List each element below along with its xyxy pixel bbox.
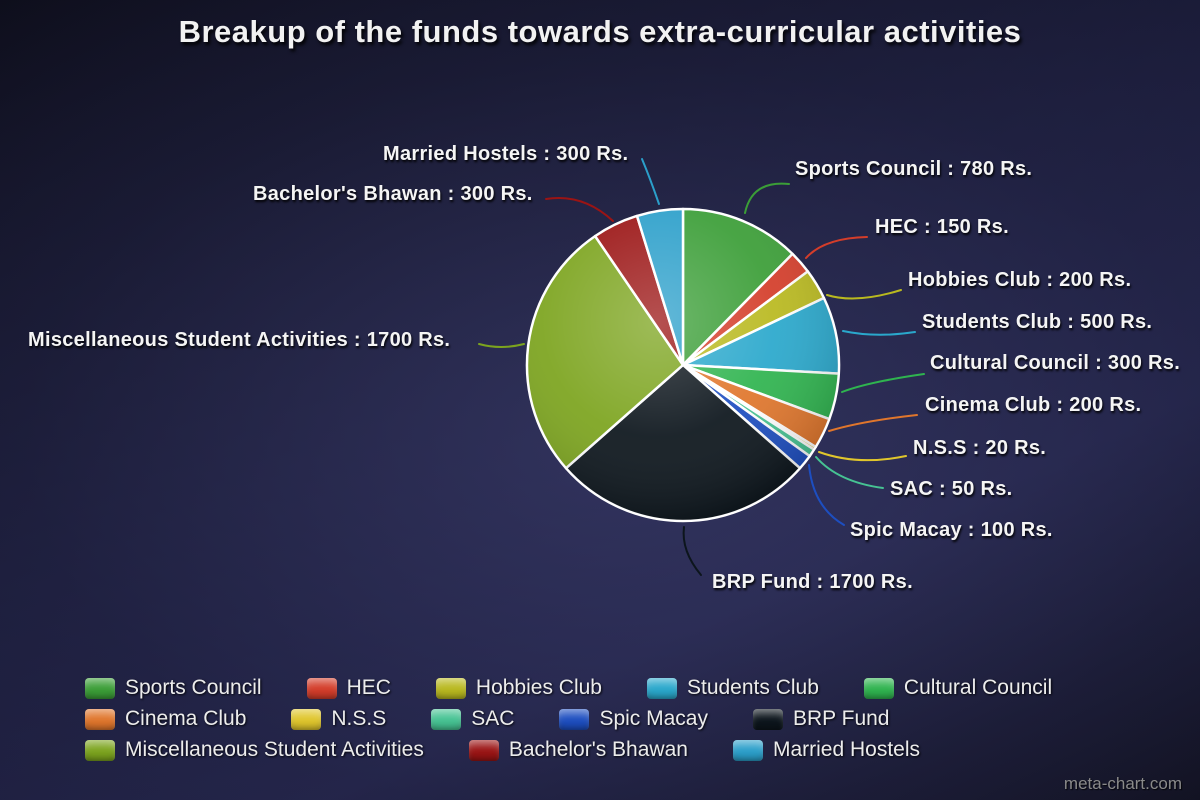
legend-swatch-hobbies-club xyxy=(435,677,466,699)
leader-line-sports-council xyxy=(744,182,790,214)
legend-label: Cultural Council xyxy=(903,676,1053,699)
legend-label: HEC xyxy=(346,676,391,699)
legend-label: Spic Macay xyxy=(599,707,708,730)
legend-swatch-sports-council xyxy=(85,677,115,699)
legend-label: SAC xyxy=(471,707,515,730)
slice-label-sac: SAC : 50 Rs. xyxy=(890,478,1013,500)
legend-label: Students Club xyxy=(686,676,819,699)
leader-line-cinema-club xyxy=(828,414,918,432)
chart-title: Breakup of the funds towards extra-curri… xyxy=(178,14,1022,49)
legend-item-n-s-s: N.S.S xyxy=(291,707,386,731)
legend-swatch-spic-macay xyxy=(559,708,590,730)
leader-line-hobbies-club xyxy=(826,289,902,300)
legend-item-cultural-council: Cultural Council xyxy=(863,676,1053,700)
slice-label-sports-council: Sports Council : 780 Rs. xyxy=(795,158,1033,180)
legend-swatch-married-hostels xyxy=(732,739,763,761)
legend-label: Cinema Club xyxy=(125,707,247,730)
legend-item-bachelor-s-bhawan: Bachelor's Bhawan xyxy=(468,738,688,762)
slice-label-n-s-s: N.S.S : 20 Rs. xyxy=(913,437,1047,459)
leader-line-sac xyxy=(815,456,884,489)
slice-label-hec: HEC : 150 Rs. xyxy=(875,216,1009,238)
legend-item-sac: SAC xyxy=(431,707,514,731)
legend-label: Sports Council xyxy=(125,676,262,699)
legend-item-brp-fund: BRP Fund xyxy=(752,707,890,731)
leader-line-cultural-council xyxy=(841,373,925,393)
leader-line-hec xyxy=(805,236,868,259)
legend-label: BRP Fund xyxy=(792,707,890,730)
slice-label-bachelor-s-bhawan: Bachelor's Bhawan : 300 Rs. xyxy=(253,183,533,205)
legend-row: Miscellaneous Student Activities Bachelor… xyxy=(85,738,1175,762)
leader-line-spic-macay xyxy=(808,464,845,526)
legend-item-hobbies-club: Hobbies Club xyxy=(435,676,602,700)
legend-swatch-brp-fund xyxy=(752,708,783,730)
legend-swatch-sac xyxy=(431,708,462,730)
legend-swatch-cultural-council xyxy=(863,677,894,699)
leader-line-miscellaneous-student-activities xyxy=(478,343,525,348)
leader-line-brp-fund xyxy=(682,526,702,576)
legend-swatch-students-club xyxy=(646,677,677,699)
legend-label: Hobbies Club xyxy=(475,676,602,699)
slice-label-cultural-council: Cultural Council : 300 Rs. xyxy=(930,352,1181,374)
legend-swatch-hec xyxy=(306,677,337,699)
legend-swatch-bachelor-s-bhawan xyxy=(468,739,499,761)
legend-swatch-cinema-club xyxy=(85,708,115,730)
slice-label-married-hostels: Married Hostels : 300 Rs. xyxy=(383,143,629,165)
watermark: meta-chart.com xyxy=(1063,774,1182,793)
legend-swatch-n-s-s xyxy=(291,708,322,730)
slice-label-brp-fund: BRP Fund : 1700 Rs. xyxy=(712,571,913,593)
slice-label-students-club: Students Club : 500 Rs. xyxy=(922,311,1153,333)
legend-swatch-miscellaneous-student-activities xyxy=(85,739,115,761)
leader-line-n-s-s xyxy=(818,451,907,462)
legend-item-miscellaneous-student-activities: Miscellaneous Student Activities xyxy=(85,738,424,762)
slice-label-miscellaneous-student-activities: Miscellaneous Student Activities : 1700 … xyxy=(28,329,451,351)
legend-row: Sports Council HEC Hobbies Club Students Cl… xyxy=(85,676,1175,700)
slice-label-cinema-club: Cinema Club : 200 Rs. xyxy=(925,394,1142,416)
leader-line-bachelor-s-bhawan xyxy=(545,197,614,222)
legend-item-cinema-club: Cinema Club xyxy=(85,707,246,731)
slice-label-hobbies-club: Hobbies Club : 200 Rs. xyxy=(908,269,1132,291)
legend-label: Bachelor's Bhawan xyxy=(508,738,688,761)
legend-label: Miscellaneous Student Activities xyxy=(125,738,424,761)
legend-item-married-hostels: Married Hostels xyxy=(732,738,920,762)
legend-row: Cinema Club N.S.S SAC Spic Macay BRP Fund xyxy=(85,707,1175,731)
leader-line-married-hostels xyxy=(641,158,660,205)
legend-item-spic-macay: Spic Macay xyxy=(559,707,708,731)
legend-label: Married Hostels xyxy=(772,738,920,761)
legend-label: N.S.S xyxy=(331,707,387,730)
leader-line-students-club xyxy=(842,330,916,336)
slice-label-spic-macay: Spic Macay : 100 Rs. xyxy=(850,519,1053,541)
pie-gloss-overlay xyxy=(528,210,838,520)
legend: Sports Council HEC Hobbies Club Students Cl… xyxy=(85,676,1175,762)
legend-item-sports-council: Sports Council xyxy=(85,676,262,700)
legend-item-students-club: Students Club xyxy=(646,676,819,700)
legend-item-hec: HEC xyxy=(306,676,391,700)
